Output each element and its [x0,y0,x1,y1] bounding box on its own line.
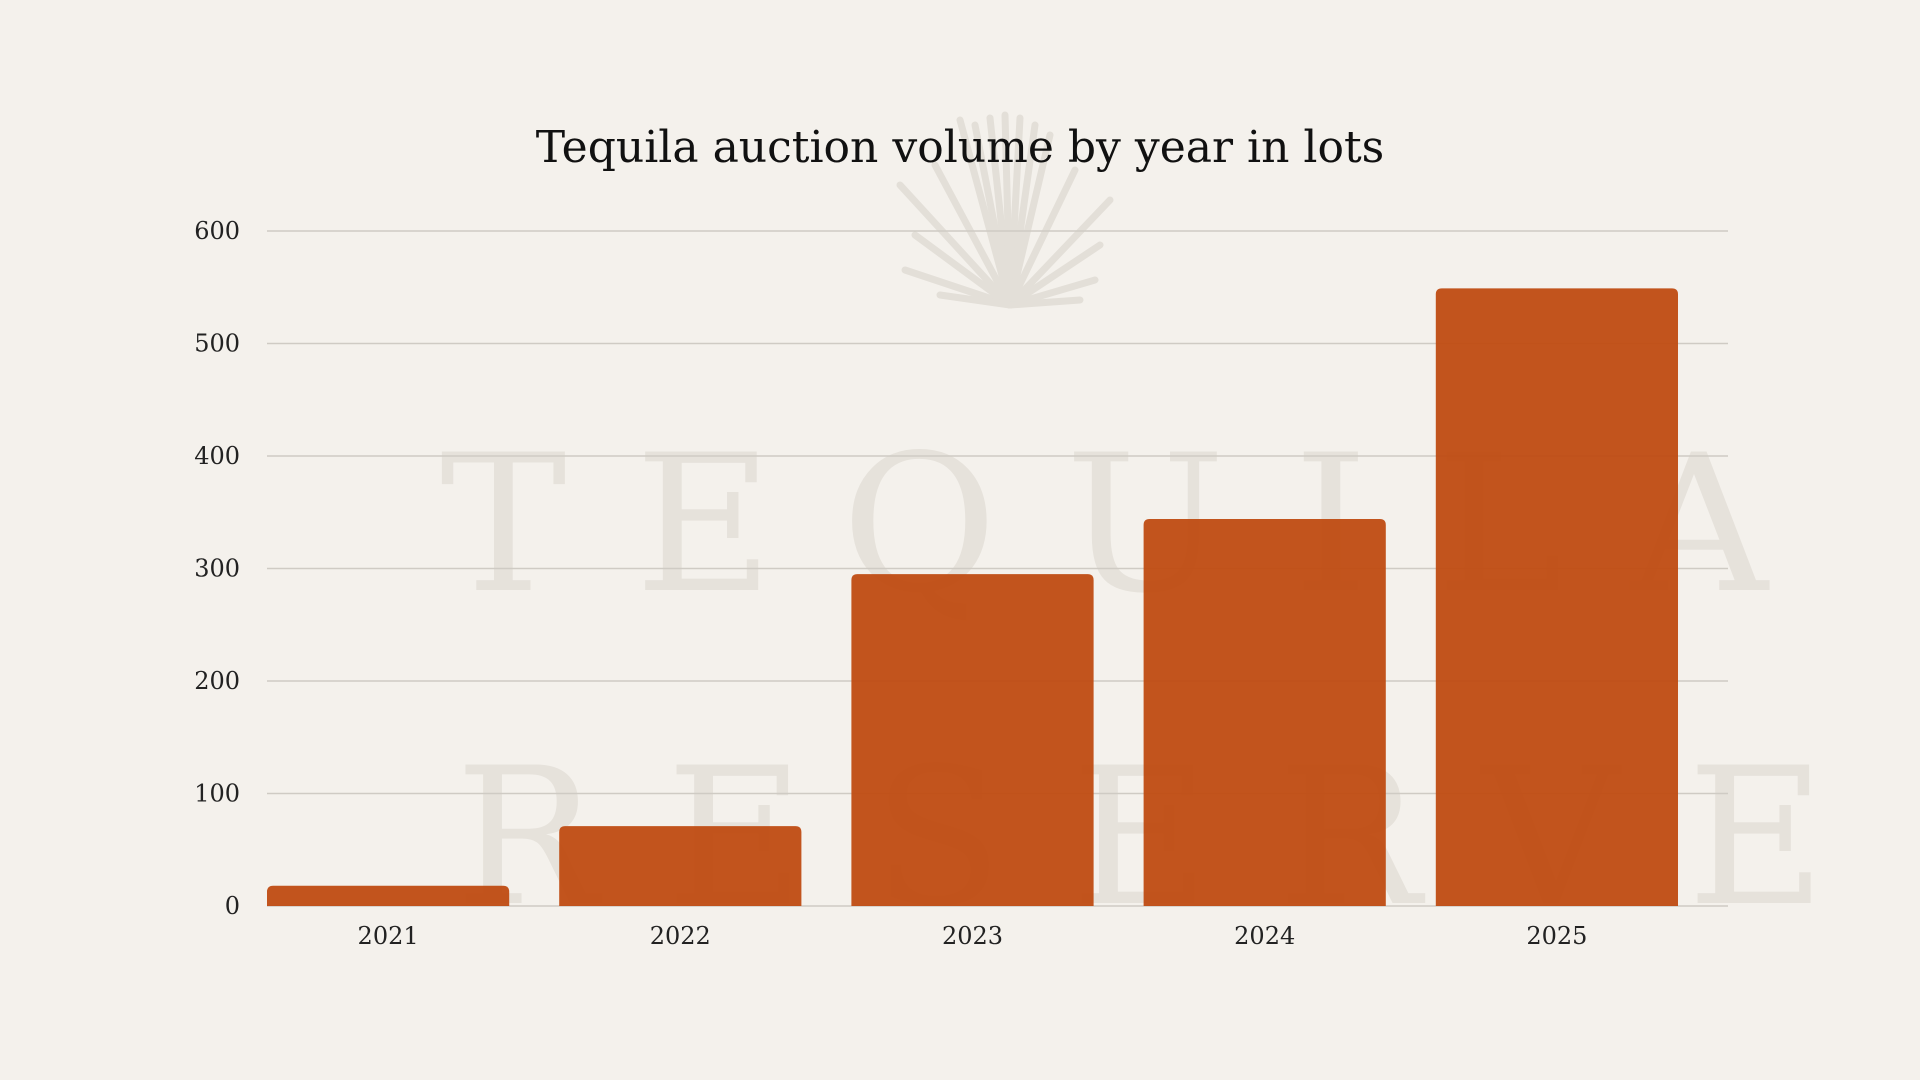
y-tick-label: 200 [194,667,240,695]
y-axis-ticks: 0 100 200 300 400 500 600 [194,217,240,920]
bars [267,288,1678,906]
y-tick-label: 100 [194,780,240,808]
x-tick-label-2021: 2021 [358,922,419,950]
x-axis-ticks: 2021 2022 2023 2024 2025 [358,922,1588,950]
y-tick-label: 400 [194,442,240,470]
x-tick-label-2024: 2024 [1234,922,1295,950]
x-tick-label-2025: 2025 [1526,922,1587,950]
bar-2022 [559,826,802,906]
y-tick-label: 300 [194,555,240,583]
bar-2021 [267,885,510,906]
x-tick-label-2022: 2022 [650,922,711,950]
bar-2024 [1143,519,1386,906]
agave-icon [896,111,1114,309]
chart-title: Tequila auction volume by year in lots [536,122,1385,173]
x-tick-label-2023: 2023 [942,922,1003,950]
y-tick-label: 500 [194,330,240,358]
y-tick-label: 600 [194,217,240,245]
y-tick-label: 0 [225,892,240,920]
bar-2023 [851,574,1094,906]
bar-2025 [1435,288,1678,906]
